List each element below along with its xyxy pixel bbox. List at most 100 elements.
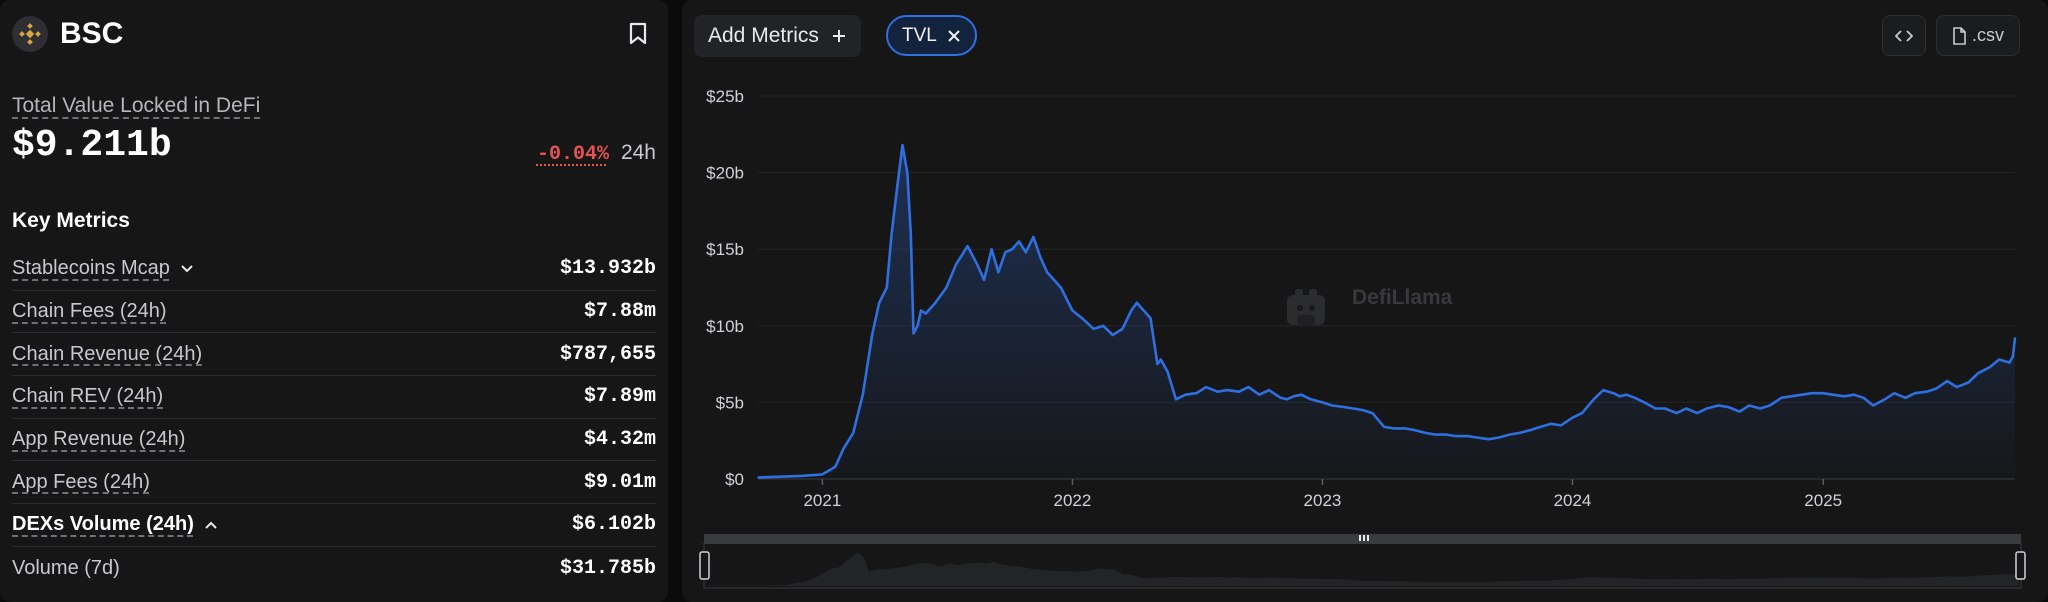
tvl-data-point — [1205, 386, 1207, 388]
metric-label: DEXs Volume (24h) — [12, 513, 218, 536]
x-tick-label: 2024 — [1554, 491, 1592, 510]
tvl-data-point — [1529, 429, 1532, 431]
tvl-data-point — [1166, 370, 1169, 373]
tvl-data-point — [1445, 433, 1448, 436]
tvl-data-point — [1612, 392, 1615, 395]
metric-row-stablecoins-mcap[interactable]: Stablecoins Mcap $13.932b — [12, 248, 656, 291]
x-axis: 2021 2022 2023 2024 2025 — [803, 479, 1842, 510]
tvl-data-point — [1780, 396, 1783, 399]
tvl-data-point — [1559, 424, 1562, 427]
watermark-text: DefiLlama — [1352, 286, 1453, 309]
y-tick-label: $5b — [716, 393, 744, 412]
tvl-data-point — [1904, 396, 1907, 399]
metric-row-dexs-volume[interactable]: DEXs Volume (24h) $6.102b — [12, 504, 656, 547]
tvl-data-point — [852, 432, 855, 434]
tvl-data-point — [901, 144, 904, 146]
tvl-data-point — [912, 332, 915, 335]
metric-value: $31.785b — [559, 556, 656, 580]
tvl-change-period: 24h — [620, 141, 656, 164]
tvl-data-point — [890, 233, 893, 235]
metric-label: Volume (7d) — [12, 556, 120, 579]
metric-row-app-fees: App Fees (24h) $9.01m — [12, 461, 656, 505]
bookmark-icon[interactable] — [628, 22, 652, 48]
range-selector[interactable] — [699, 534, 2026, 589]
range-grip-icon[interactable] — [1359, 535, 1369, 541]
tvl-data-point — [1111, 334, 1114, 336]
tvl-data-point — [1011, 248, 1013, 251]
tvl-data-point — [906, 171, 909, 174]
metric-value: $13.932b — [559, 257, 656, 281]
defillama-watermark: DefiLlama — [1287, 286, 1453, 325]
tvl-data-point — [1309, 398, 1312, 401]
tvl-data-point — [1518, 432, 1520, 434]
tvl-data-point — [1581, 412, 1583, 414]
chevron-up-icon — [205, 521, 217, 529]
tvl-data-point — [1550, 422, 1553, 425]
metric-row-app-revenue: App Revenue (24h) $4.32m — [12, 419, 656, 462]
tvl-data-point — [842, 447, 845, 450]
tvl-data-point — [1024, 251, 1027, 254]
tvl-data-point — [885, 286, 888, 289]
tvl-data-point — [2012, 355, 2014, 358]
tvl-chart: $0$5b$10b$15b$20b$25b 2021 2022 2023 2024 20… — [699, 87, 2026, 589]
chart-panel: Add Metrics TVL .csv $0 $5b $10b $15b $20b $2… — [682, 0, 2048, 602]
tvl-data-point — [1883, 398, 1886, 401]
x-tick-label: 2025 — [1804, 491, 1842, 510]
y-tick-label: $0 — [725, 470, 744, 489]
tvl-data-point — [1247, 386, 1250, 388]
y-tick-label: $25b — [706, 87, 744, 106]
y-tick-label: $15b — [706, 240, 744, 259]
tvl-data-point — [1300, 393, 1303, 396]
bsc-logo-icon — [12, 16, 48, 52]
download-csv-button[interactable]: .csv — [1936, 15, 2020, 56]
tvl-data-point — [1184, 393, 1187, 396]
csv-label: .csv — [1971, 25, 2004, 45]
tvl-data-point — [1853, 393, 1855, 396]
tvl-data-point — [1156, 363, 1159, 365]
tvl-data-point — [1149, 317, 1152, 319]
metric-row-chain-fees: Chain Fees (24h) $7.88m — [12, 291, 656, 334]
close-icon[interactable] — [947, 29, 961, 43]
tvl-data-point — [1664, 407, 1666, 410]
metric-label: Stablecoins Mcap — [12, 257, 194, 280]
code-icon — [1895, 29, 1913, 42]
tvl-data-point — [1342, 406, 1345, 408]
tvl-data-point — [1258, 393, 1261, 396]
tvl-data-point — [1988, 366, 1991, 369]
tvl-data-point — [1717, 404, 1720, 407]
tvl-data-point — [909, 233, 912, 235]
tvl-metric-chip[interactable]: TVL — [886, 15, 977, 56]
tvl-data-point — [990, 248, 993, 251]
tvl-data-point — [1696, 412, 1699, 414]
tvl-data-point — [1862, 396, 1865, 399]
add-metrics-button[interactable]: Add Metrics — [694, 15, 861, 57]
metric-row-chain-revenue: Chain Revenue (24h) $787,655 — [12, 333, 656, 377]
tvl-data-point — [1759, 407, 1762, 410]
tvl-data-point — [1226, 389, 1229, 391]
tvl-data-point — [1592, 398, 1595, 401]
tvl-data-point — [1403, 427, 1406, 430]
tvl-data-point — [1413, 429, 1416, 431]
tvl-data-point — [1801, 393, 1803, 396]
range-selector-track[interactable] — [704, 534, 2021, 544]
tvl-data-point — [896, 187, 898, 189]
tvl-data-point — [1268, 389, 1270, 391]
range-handle-left[interactable] — [699, 551, 710, 580]
x-tick-label: 2021 — [803, 491, 841, 510]
tvl-data-point — [1032, 236, 1035, 238]
tvl-data-point — [1142, 309, 1145, 312]
tvl-data-point — [955, 263, 957, 266]
chevron-down-icon — [181, 265, 193, 273]
tvl-data-points — [757, 144, 2016, 479]
tvl-data-point — [1675, 412, 1678, 414]
metric-value: $6.102b — [571, 513, 656, 537]
x-tick-label: 2022 — [1054, 491, 1092, 510]
tvl-data-point — [1053, 278, 1055, 281]
embed-button[interactable] — [1882, 15, 1926, 56]
tvl-data-point — [1135, 301, 1138, 304]
tvl-data-point — [1362, 409, 1364, 411]
tvl-data-point — [976, 263, 979, 266]
tvl-data-point — [945, 286, 948, 289]
tvl-data-point — [1602, 389, 1605, 391]
range-handle-right[interactable] — [2015, 551, 2026, 580]
